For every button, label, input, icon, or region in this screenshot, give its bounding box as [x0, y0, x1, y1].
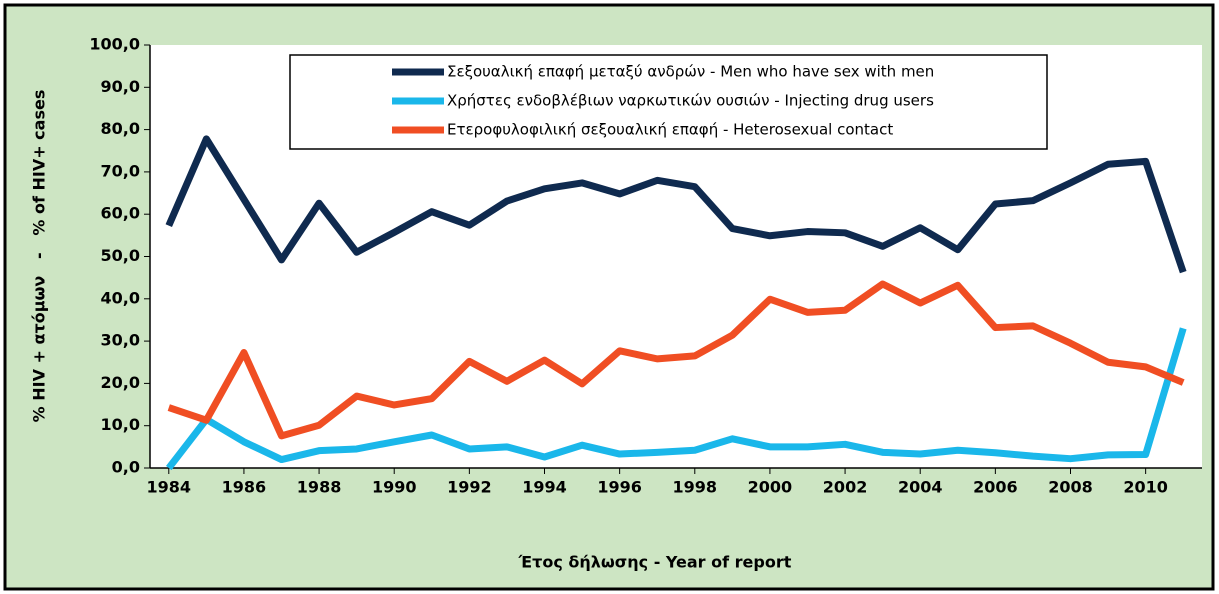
- x-tick-label: 1996: [597, 478, 642, 497]
- series-line: [165, 135, 1187, 274]
- y-tick-label: 90,0: [101, 77, 140, 96]
- y-tick-label: 30,0: [101, 331, 140, 350]
- y-tick-label: 70,0: [101, 161, 140, 180]
- x-tick-label: 1998: [673, 478, 718, 497]
- x-tick-label: 1990: [372, 478, 417, 497]
- x-tick-label: 1984: [147, 478, 192, 497]
- x-tick-label: 2000: [748, 478, 793, 497]
- x-tick-label: 2002: [823, 478, 868, 497]
- legend-label: Ετεροφυλοφιλική σεξουαλική επαφή - Heter…: [447, 121, 893, 139]
- y-tick-label: 100,0: [89, 35, 140, 54]
- x-axis-label: Έτος δήλωσης - Year of report: [518, 553, 792, 572]
- y-tick-label: 20,0: [101, 373, 140, 392]
- y-tick-label: 10,0: [101, 415, 140, 434]
- x-tick-label: 1986: [222, 478, 267, 497]
- series-line: [166, 327, 1187, 471]
- legend-label: Σεξουαλική επαφή μεταξύ ανδρών - Men who…: [447, 63, 934, 81]
- x-tick-label: 2008: [1048, 478, 1093, 497]
- x-tick-label: 2006: [973, 478, 1018, 497]
- x-tick-label: 1994: [522, 478, 567, 497]
- series-line: [167, 280, 1185, 440]
- x-tick-label: 2004: [898, 478, 943, 497]
- y-axis-label: % HIV + ατόμων - % of HIV+ cases: [30, 90, 49, 423]
- y-tick-label: 50,0: [101, 246, 140, 265]
- legend-label: Χρήστες ενδοβλέβιων ναρκωτικών ουσιών - …: [447, 92, 934, 110]
- y-tick-label: 60,0: [101, 204, 140, 223]
- x-tick-label: 1988: [297, 478, 342, 497]
- y-tick-label: 40,0: [101, 288, 140, 307]
- y-tick-label: 0,0: [112, 458, 140, 477]
- x-tick-label: 2010: [1123, 478, 1168, 497]
- y-tick-label: 80,0: [101, 119, 140, 138]
- x-tick-label: 1992: [447, 478, 492, 497]
